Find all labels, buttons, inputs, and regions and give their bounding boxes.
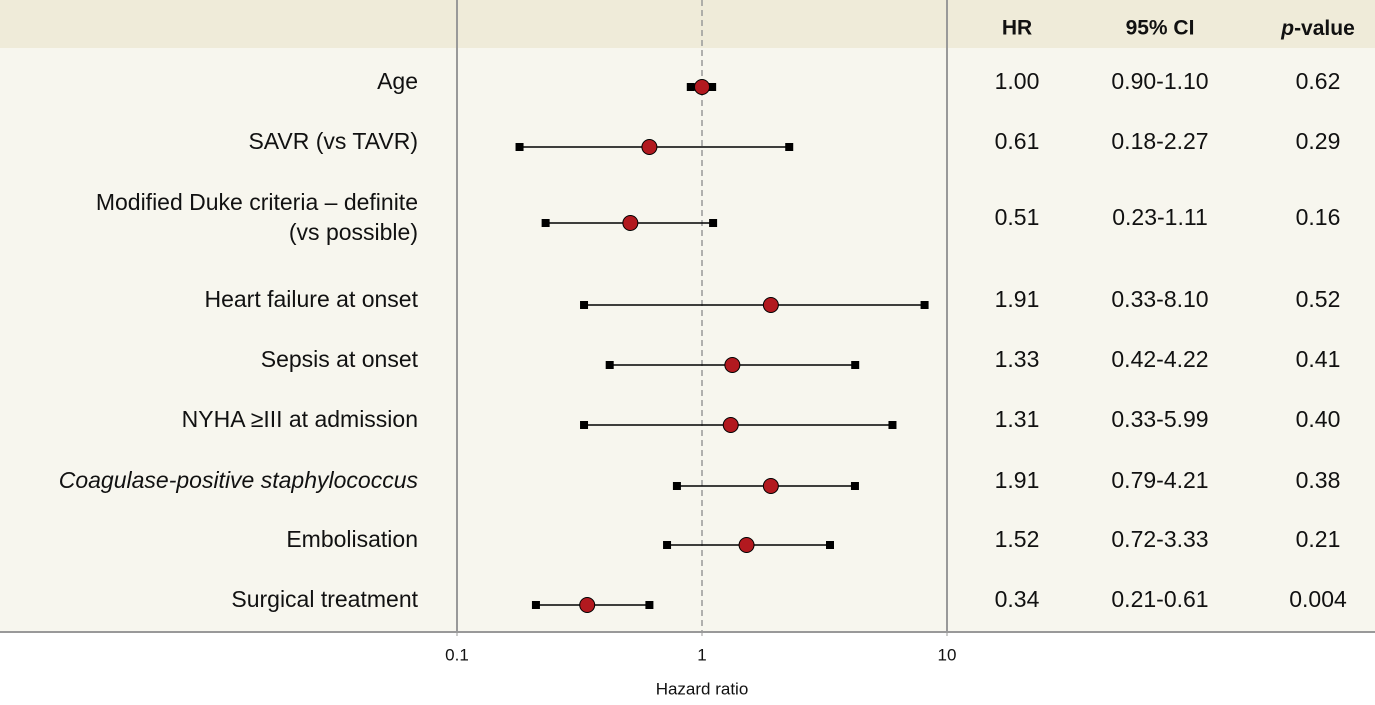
ci-cap: [709, 219, 718, 227]
p-value: 0.16: [1296, 204, 1341, 230]
hr-value: 1.91: [995, 467, 1040, 493]
ci-cap: [541, 219, 550, 227]
hr-value: 1.31: [995, 406, 1040, 432]
point-estimate: [722, 417, 739, 433]
ci-cap: [605, 361, 614, 369]
ci-value: 0.33-5.99: [1111, 406, 1208, 432]
x-tick-label: 0.1: [445, 645, 469, 664]
hr-value: 0.61: [995, 128, 1040, 154]
point-estimate: [694, 79, 710, 95]
point-estimate: [579, 597, 596, 613]
p-value: 0.40: [1296, 406, 1341, 432]
hr-value: 1.00: [995, 68, 1040, 94]
ci-cap: [515, 143, 524, 151]
column-header: 95% CI: [1126, 17, 1195, 40]
x-tick-label: 10: [938, 645, 957, 664]
row-label: (vs possible): [289, 219, 418, 245]
ci-value: 0.18-2.27: [1111, 128, 1208, 154]
hr-value: 1.33: [995, 346, 1040, 372]
hr-value: 0.34: [995, 586, 1040, 612]
ci-value: 0.21-0.61: [1111, 586, 1208, 612]
row-label: Surgical treatment: [231, 586, 418, 612]
ci-cap: [580, 421, 589, 429]
hr-value: 1.52: [995, 526, 1040, 552]
ci-value: 0.90-1.10: [1111, 68, 1208, 94]
p-value: 0.38: [1296, 467, 1341, 493]
ci-cap: [531, 601, 540, 609]
ci-cap: [825, 541, 834, 549]
point-estimate: [738, 537, 755, 553]
ci-cap: [580, 301, 589, 309]
point-estimate: [762, 478, 779, 494]
ci-cap: [645, 601, 654, 609]
p-value: 0.62: [1296, 68, 1341, 94]
ci-cap: [785, 143, 794, 151]
p-value: 0.21: [1296, 526, 1341, 552]
point-estimate: [641, 139, 658, 155]
column-header: p-value: [1280, 17, 1355, 40]
x-axis-title: Hazard ratio: [656, 679, 749, 698]
point-estimate: [724, 357, 741, 373]
hr-value: 1.91: [995, 286, 1040, 312]
hr-value: 0.51: [995, 204, 1040, 230]
column-header: HR: [1002, 17, 1032, 40]
ci-value: 0.72-3.33: [1111, 526, 1208, 552]
ci-cap: [888, 421, 897, 429]
point-estimate: [622, 215, 639, 231]
p-value: 0.29: [1296, 128, 1341, 154]
ci-cap: [686, 83, 695, 91]
row-label: Age: [377, 68, 418, 94]
ci-value: 0.79-4.21: [1111, 467, 1208, 493]
footer: [0, 632, 1375, 705]
x-tick-label: 1: [697, 645, 706, 664]
ci-value: 0.42-4.22: [1111, 346, 1208, 372]
ci-cap: [851, 361, 860, 369]
row-label: Modified Duke criteria – definite: [96, 189, 418, 215]
ci-cap: [663, 541, 672, 549]
ci-cap: [672, 482, 681, 490]
row-label: Coagulase-positive staphylococcus: [59, 467, 419, 493]
p-value: 0.004: [1289, 586, 1347, 612]
row-label: SAVR (vs TAVR): [248, 128, 418, 154]
ci-cap: [850, 482, 859, 490]
header-band: [0, 0, 1375, 48]
ci-value: 0.33-8.10: [1111, 286, 1208, 312]
ci-cap: [708, 83, 717, 91]
row-label: NYHA ≥III at admission: [182, 406, 418, 432]
ci-cap: [920, 301, 929, 309]
panel: [0, 0, 1375, 632]
row-label: Embolisation: [286, 526, 418, 552]
ci-value: 0.23-1.11: [1112, 204, 1207, 230]
row-label: Sepsis at onset: [261, 346, 419, 372]
row-label: Heart failure at onset: [204, 286, 418, 312]
point-estimate: [762, 297, 779, 313]
p-value: 0.41: [1296, 346, 1341, 372]
p-value: 0.52: [1296, 286, 1341, 312]
